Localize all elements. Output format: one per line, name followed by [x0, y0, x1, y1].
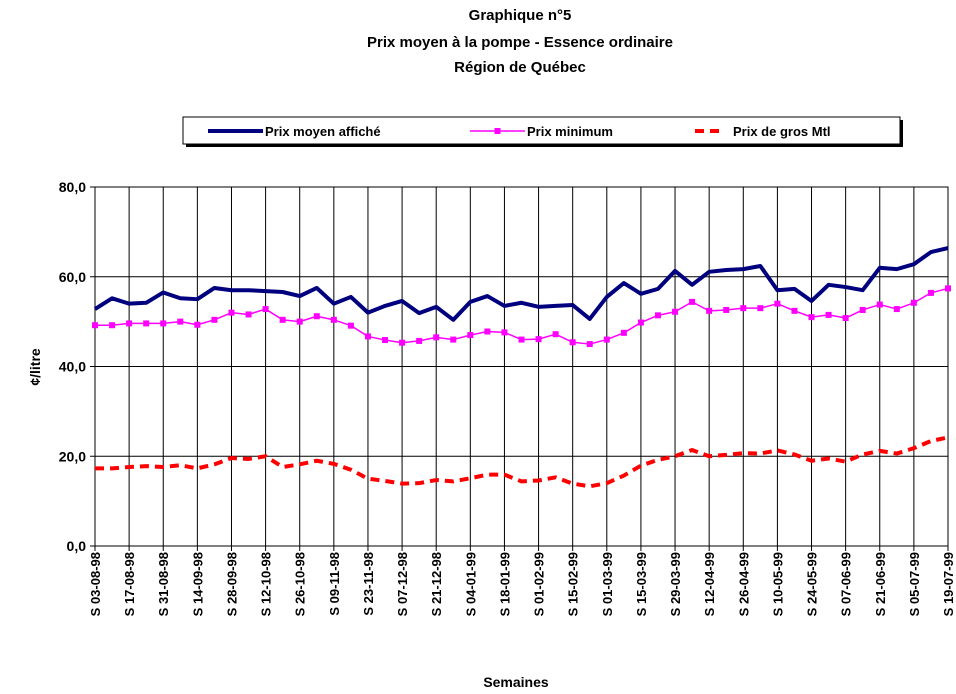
- point-marker: [927, 289, 934, 296]
- y-tick-label: 0,0: [67, 538, 87, 554]
- x-tick-label: S 03-08-98: [88, 552, 103, 616]
- point-marker: [143, 320, 150, 327]
- point-marker: [842, 315, 849, 322]
- x-tick-label: S 24-05-99: [805, 552, 820, 616]
- chart-subtitle: Région de Québec: [454, 59, 586, 76]
- point-marker: [450, 336, 457, 343]
- point-marker: [262, 306, 269, 313]
- legend-marker: [494, 128, 501, 134]
- point-marker: [279, 316, 286, 323]
- x-tick-label: S 23-11-98: [361, 552, 376, 616]
- x-tick-label: S 07-06-99: [839, 552, 854, 616]
- x-tick-label: S 12-10-98: [259, 552, 274, 616]
- x-tick-label: S 31-08-98: [156, 552, 171, 616]
- point-marker: [382, 337, 389, 344]
- point-marker: [416, 337, 423, 344]
- x-axis-label: Semaines: [483, 674, 549, 690]
- point-marker: [808, 314, 815, 321]
- point-marker: [245, 311, 252, 318]
- point-marker: [535, 336, 542, 343]
- point-marker: [228, 309, 235, 316]
- series-line: [95, 435, 949, 489]
- chart-subtitle: Prix moyen à la pompe - Essence ordinair…: [367, 34, 673, 51]
- x-tick-label: S 05-07-99: [907, 552, 922, 616]
- y-tick-label: 60,0: [59, 269, 86, 285]
- point-marker: [586, 341, 593, 348]
- point-marker: [347, 322, 354, 329]
- x-tick-label: S 12-04-99: [702, 552, 717, 616]
- point-marker: [757, 305, 764, 312]
- point-marker: [484, 328, 491, 335]
- point-marker: [791, 307, 798, 314]
- y-tick-label: 40,0: [59, 359, 86, 375]
- point-marker: [313, 313, 320, 320]
- point-marker: [672, 308, 679, 315]
- point-marker: [569, 339, 576, 346]
- point-marker: [330, 316, 337, 323]
- x-tick-label: S 18-01-99: [497, 552, 512, 616]
- point-marker: [552, 331, 559, 338]
- point-marker: [194, 321, 201, 328]
- point-marker: [637, 319, 644, 326]
- point-marker: [723, 306, 730, 313]
- point-marker: [654, 312, 661, 319]
- point-marker: [399, 339, 406, 346]
- x-tick-label: S 10-05-99: [770, 552, 785, 616]
- point-marker: [740, 305, 747, 312]
- x-tick-label: S 04-01-99: [463, 552, 478, 616]
- x-tick-label: S 26-10-98: [293, 552, 308, 616]
- y-axis-label: ¢/litre: [27, 348, 43, 386]
- point-marker: [211, 316, 218, 323]
- point-marker: [433, 334, 440, 341]
- x-tick-label: S 19-07-99: [941, 552, 956, 616]
- x-tick-label: S 15-03-99: [634, 552, 649, 616]
- point-marker: [160, 320, 167, 327]
- x-tick-label: S 15-02-99: [566, 552, 581, 616]
- x-tick-label: S 14-09-98: [190, 552, 205, 616]
- x-tick-label: S 17-08-98: [122, 552, 137, 616]
- point-marker: [876, 301, 883, 308]
- point-marker: [467, 332, 474, 339]
- point-marker: [501, 329, 508, 336]
- y-tick-label: 80,0: [59, 179, 86, 195]
- point-marker: [92, 322, 98, 329]
- legend-label: Prix minimum: [527, 124, 613, 139]
- point-marker: [364, 333, 371, 340]
- point-marker: [893, 306, 900, 313]
- legend-label: Prix de gros Mtl: [733, 124, 831, 139]
- legend-label: Prix moyen affiché: [265, 124, 381, 139]
- point-marker: [296, 318, 303, 325]
- point-marker: [109, 322, 116, 329]
- point-marker: [126, 320, 133, 327]
- point-marker: [910, 299, 917, 306]
- point-marker: [859, 306, 866, 313]
- point-marker: [518, 336, 525, 343]
- legend: [182, 116, 901, 145]
- point-marker: [689, 298, 696, 305]
- x-tick-label: S 21-12-98: [429, 552, 444, 616]
- point-marker: [945, 285, 951, 292]
- y-tick-label: 20,0: [59, 448, 86, 464]
- x-tick-label: S 29-03-99: [668, 552, 683, 616]
- x-tick-label: S 01-02-99: [532, 552, 547, 616]
- point-marker: [706, 307, 713, 314]
- series-line: [93, 246, 949, 322]
- point-marker: [825, 311, 832, 318]
- point-marker: [774, 300, 781, 307]
- point-marker: [177, 318, 184, 325]
- x-tick-label: S 28-09-98: [224, 552, 239, 616]
- x-tick-label: S 01-03-99: [600, 552, 615, 616]
- x-tick-label: S 09-11-98: [327, 552, 342, 616]
- chart-title: Graphique n°5: [469, 7, 572, 24]
- x-tick-label: S 21-06-99: [873, 552, 888, 616]
- point-marker: [620, 329, 627, 336]
- x-tick-label: S 07-12-98: [395, 552, 410, 616]
- point-marker: [603, 336, 610, 343]
- x-tick-label: S 26-04-99: [736, 552, 751, 616]
